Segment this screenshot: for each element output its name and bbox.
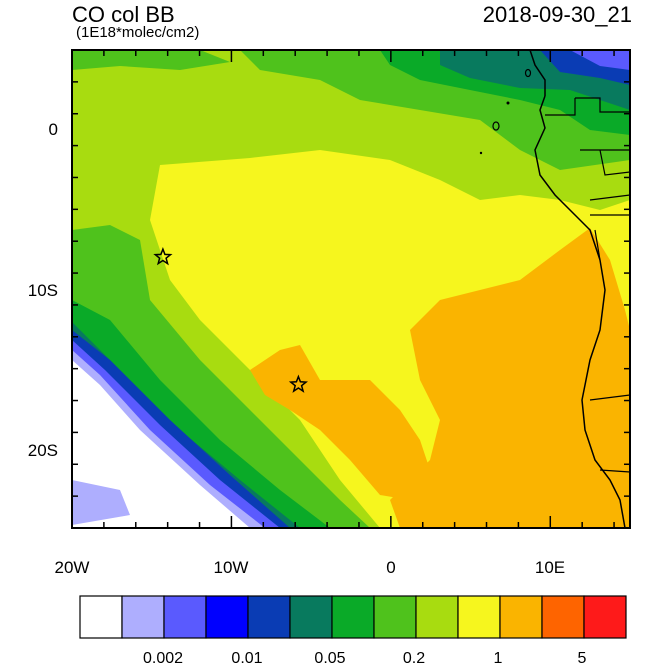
- colorbar-label: 5: [577, 650, 587, 667]
- colorbar-swatch: [205, 595, 249, 639]
- co-column-field: [72, 50, 630, 528]
- island-dot: [479, 151, 483, 155]
- y-tick-label: 0: [48, 120, 58, 139]
- field-lightblue-patch: [72, 480, 130, 525]
- country-borders: [545, 97, 630, 473]
- map-frame: [71, 49, 631, 529]
- colorbar-swatch: [79, 595, 123, 639]
- axis-ticks: [71, 49, 630, 529]
- field-blue-ne: [570, 50, 630, 70]
- map-title: CO col BB: [72, 2, 175, 27]
- colorbar-swatch: [499, 595, 543, 639]
- island-north: [524, 68, 532, 78]
- colorbar-swatch: [247, 595, 291, 639]
- colorbar-swatch: [331, 595, 375, 639]
- units-label: (1E18*molec/cm2): [76, 24, 200, 41]
- colorbar-label: 1: [493, 650, 503, 667]
- x-tick-label: 20W: [54, 558, 90, 577]
- colorbar-label: 0.05: [314, 650, 346, 667]
- colorbar-label: 0.01: [231, 650, 263, 667]
- colorbar-swatch: [163, 595, 207, 639]
- datetime-label: 2018-09-30_21: [482, 2, 632, 27]
- star-marker: [153, 246, 173, 266]
- field-midgreen-northwest: [72, 50, 230, 70]
- colorbar-swatch: [373, 595, 417, 639]
- colorbar-swatch: [121, 595, 165, 639]
- colorbar-swatch: [583, 595, 627, 639]
- coastline-north: [529, 50, 546, 96]
- island-dot: [506, 101, 510, 105]
- star-marker: [288, 374, 308, 393]
- y-tick-label: 10S: [27, 281, 58, 300]
- colorbar-swatch: [415, 595, 459, 639]
- x-tick-label: 10E: [534, 558, 566, 577]
- colorbar-swatch: [541, 595, 585, 639]
- field-orange-plume: [250, 345, 430, 500]
- field-white-sw: [72, 360, 250, 528]
- colorbar: [79, 595, 627, 639]
- colorbar-swatch: [289, 595, 333, 639]
- africa-coastline: [534, 95, 626, 528]
- colorbar-swatch: [457, 595, 501, 639]
- x-tick-label: 10W: [213, 558, 249, 577]
- colorbar-label: 0.2: [402, 650, 426, 667]
- colorbar-label: 0.002: [142, 650, 184, 667]
- marker-layer: [153, 246, 308, 393]
- island-bioko: [492, 121, 500, 131]
- x-tick-label: 0: [386, 558, 396, 577]
- y-tick-label: 20S: [27, 441, 58, 460]
- field-orange-east: [390, 228, 630, 528]
